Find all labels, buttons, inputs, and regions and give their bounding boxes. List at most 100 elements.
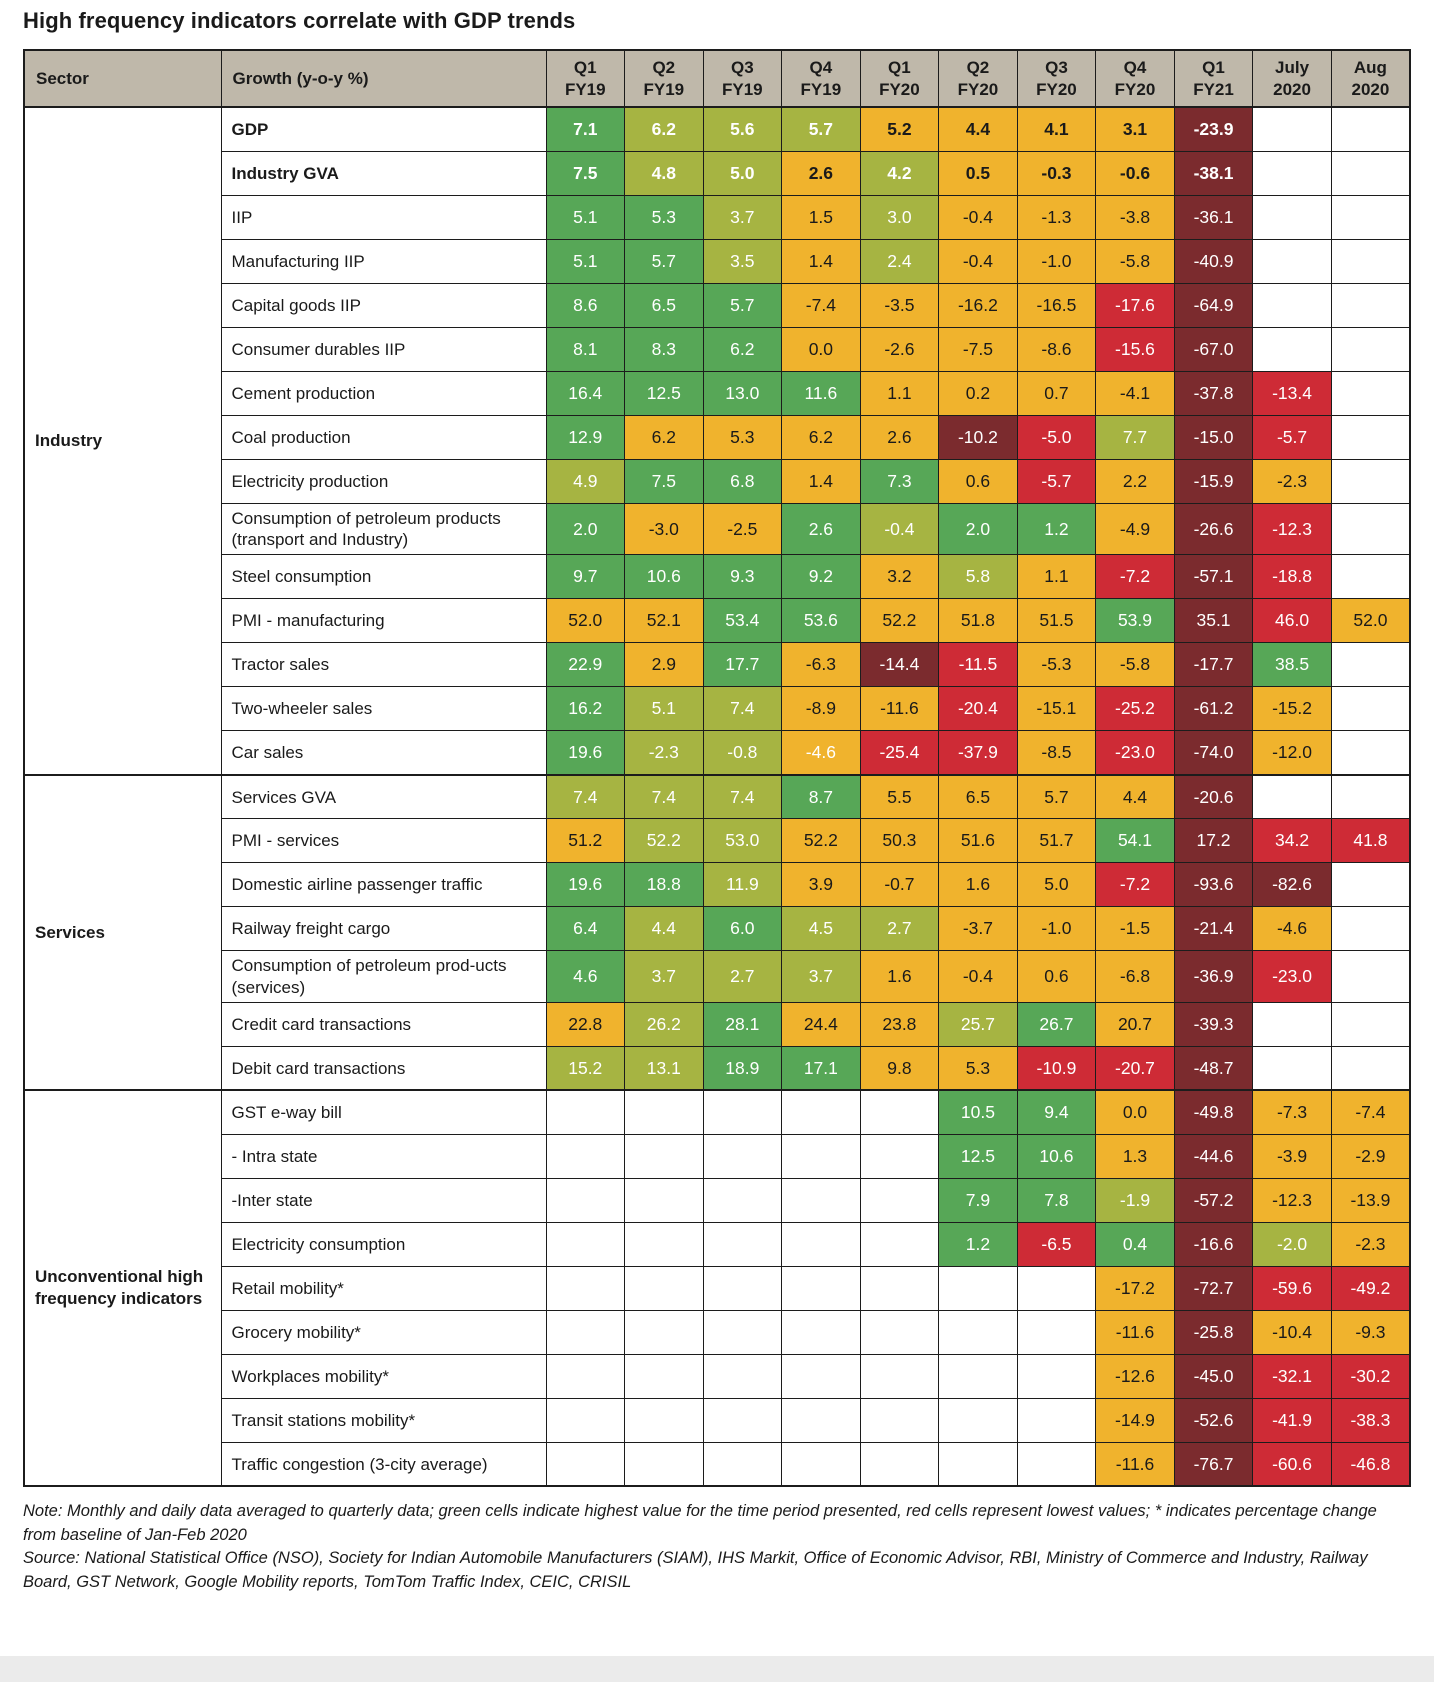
table-row: Manufacturing IIP 5.1 5.7 3.5 1.4 2.4 -0.4 -1.0… xyxy=(24,238,1411,284)
value-cell: 2.4 xyxy=(859,238,940,284)
value-cell: 51.6 xyxy=(938,818,1018,864)
value-cell: 5.8 xyxy=(938,554,1018,600)
value-cell: 2.6 xyxy=(859,414,940,460)
table-row: Two-wheeler sales 16.2 5.1 7.4 -8.9 -11.6 -20.… xyxy=(24,686,1411,732)
value-cell: -7.2 xyxy=(1095,862,1175,908)
row-label: Two-wheeler sales xyxy=(220,686,547,732)
value-cell: -72.7 xyxy=(1173,1265,1254,1311)
value-cell: -1.0 xyxy=(1016,906,1097,952)
value-cell: -0.7 xyxy=(859,862,940,908)
empty-cell xyxy=(1252,106,1332,152)
value-cell: 3.0 xyxy=(859,194,940,240)
value-cell: 5.7 xyxy=(702,282,783,328)
empty-cell xyxy=(1330,502,1411,556)
empty-cell xyxy=(1330,554,1411,600)
value-cell: 8.6 xyxy=(545,282,626,328)
footer-band xyxy=(0,1656,1434,1682)
value-cell: 53.6 xyxy=(781,598,861,644)
value-cell: -11.6 xyxy=(1095,1309,1175,1355)
col-header-jul2020: July 2020 xyxy=(1252,49,1332,109)
row-label: Cement production xyxy=(220,370,547,416)
value-cell: 5.1 xyxy=(545,238,626,284)
row-label: IIP xyxy=(220,194,547,240)
row-label: Retail mobility* xyxy=(220,1265,547,1311)
value-cell: 10.6 xyxy=(624,554,704,600)
empty-cell xyxy=(1252,194,1332,240)
value-cell: -15.0 xyxy=(1173,414,1254,460)
value-cell: 0.5 xyxy=(938,150,1018,196)
empty-cell xyxy=(781,1177,861,1223)
value-cell: 1.1 xyxy=(1016,554,1097,600)
value-cell: 13.1 xyxy=(624,1045,704,1091)
value-cell: 52.0 xyxy=(1330,598,1411,644)
empty-cell xyxy=(1330,326,1411,372)
row-label: Grocery mobility* xyxy=(220,1309,547,1355)
empty-cell xyxy=(781,1441,861,1487)
empty-cell xyxy=(545,1397,626,1443)
col-header-growth: Growth (y-o-y %) xyxy=(220,49,547,109)
empty-cell xyxy=(1330,642,1411,688)
value-cell: -12.0 xyxy=(1252,730,1332,776)
value-cell: -17.6 xyxy=(1095,282,1175,328)
value-cell: 0.0 xyxy=(781,326,861,372)
value-cell: -57.1 xyxy=(1173,554,1254,600)
value-cell: -37.8 xyxy=(1173,370,1254,416)
value-cell: 5.1 xyxy=(624,686,704,732)
empty-cell xyxy=(1016,1441,1097,1487)
value-cell: -10.9 xyxy=(1016,1045,1097,1091)
table-row: Electricity consumption 1.2 -6.5 0.4 -16.6 -2… xyxy=(24,1221,1411,1267)
value-cell: -52.6 xyxy=(1173,1397,1254,1443)
col-header-q4fy20: Q4 FY20 xyxy=(1095,49,1175,109)
empty-cell xyxy=(1330,370,1411,416)
empty-cell xyxy=(859,1309,940,1355)
value-cell: 22.8 xyxy=(545,1001,626,1047)
value-cell: 26.2 xyxy=(624,1001,704,1047)
value-cell: -40.9 xyxy=(1173,238,1254,284)
empty-cell xyxy=(1252,238,1332,284)
value-cell: 53.9 xyxy=(1095,598,1175,644)
value-cell: 46.0 xyxy=(1252,598,1332,644)
value-cell: 3.7 xyxy=(781,950,861,1003)
col-header-q1fy21: Q1 FY21 xyxy=(1173,49,1254,109)
table-row: Consumption of petroleum prod-ucts (serv… xyxy=(24,950,1411,1003)
empty-cell xyxy=(938,1397,1018,1443)
value-cell: 51.2 xyxy=(545,818,626,864)
row-label: - Intra state xyxy=(220,1133,547,1179)
value-cell: 0.6 xyxy=(938,458,1018,504)
value-cell: 7.9 xyxy=(938,1177,1018,1223)
value-cell: -9.3 xyxy=(1330,1309,1411,1355)
empty-cell xyxy=(1016,1309,1097,1355)
row-label: Traffic congestion (3-city average) xyxy=(220,1441,547,1487)
value-cell: -12.3 xyxy=(1252,1177,1332,1223)
value-cell: -20.4 xyxy=(938,686,1018,732)
page-title: High frequency indicators correlate with… xyxy=(23,8,576,33)
table-row: Transit stations mobility* -14.9 -52.6 -41.… xyxy=(24,1397,1411,1443)
value-cell: 18.9 xyxy=(702,1045,783,1091)
value-cell: 12.9 xyxy=(545,414,626,460)
value-cell: -36.1 xyxy=(1173,194,1254,240)
table-row: Traffic congestion (3-city average) -11.6… xyxy=(24,1441,1411,1487)
value-cell: -2.3 xyxy=(1330,1221,1411,1267)
value-cell: 50.3 xyxy=(859,818,940,864)
sector-cell-2: Unconventional high frequency indicators xyxy=(23,1089,222,1487)
value-cell: 12.5 xyxy=(624,370,704,416)
value-cell: 7.4 xyxy=(624,773,704,820)
row-label: Debit card transactions xyxy=(220,1045,547,1091)
value-cell: -76.7 xyxy=(1173,1441,1254,1487)
value-cell: -32.1 xyxy=(1252,1353,1332,1399)
value-cell: 7.1 xyxy=(545,106,626,152)
value-cell: -61.2 xyxy=(1173,686,1254,732)
empty-cell xyxy=(1252,1045,1332,1091)
row-label: Industry GVA xyxy=(220,150,547,196)
col-header-aug2020: Aug 2020 xyxy=(1330,49,1411,109)
header-row: Sector Growth (y-o-y %) Q1 FY19 Q2 FY19 Q3 FY19… xyxy=(23,49,1411,109)
table-row: IIP 5.1 5.3 3.7 1.5 3.0 -0.4 -1.3 -3.8 -36.1 xyxy=(24,194,1411,240)
empty-cell xyxy=(938,1353,1018,1399)
value-cell: -15.1 xyxy=(1016,686,1097,732)
value-cell: 12.5 xyxy=(938,1133,1018,1179)
value-cell: 4.9 xyxy=(545,458,626,504)
value-cell: 16.2 xyxy=(545,686,626,732)
empty-cell xyxy=(1330,414,1411,460)
empty-cell xyxy=(545,1309,626,1355)
value-cell: 1.4 xyxy=(781,238,861,284)
